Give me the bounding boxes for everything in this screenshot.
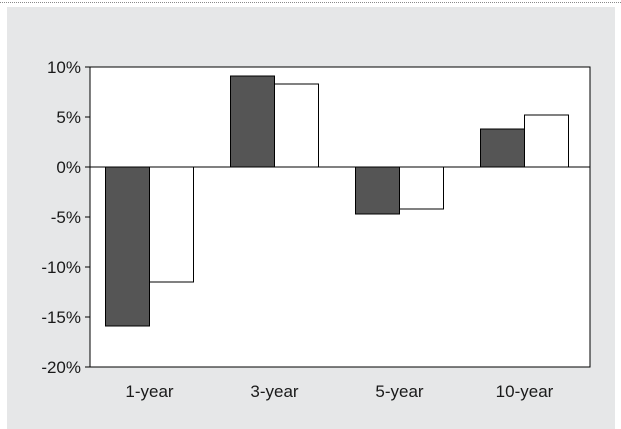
y-tick-label: -10% xyxy=(41,258,81,277)
top-dotted-rule xyxy=(0,2,621,3)
y-tick-label: -15% xyxy=(41,308,81,327)
y-axis: 10% 5% 0% -5% -10% -15% -20% xyxy=(41,58,90,377)
bar-1-year-series-1 xyxy=(105,166,150,327)
bar-5-year-series-1 xyxy=(355,166,400,215)
bar-3-year-series-2 xyxy=(274,83,319,168)
y-tick-label: -5% xyxy=(51,208,81,227)
x-category-label: 3-year xyxy=(250,382,299,401)
bars-group xyxy=(105,75,569,327)
x-category-label: 5-year xyxy=(375,382,424,401)
bar-3-year-series-1 xyxy=(230,75,275,168)
bar-1-year-series-2 xyxy=(149,166,194,283)
y-tick-label: 0% xyxy=(56,158,81,177)
x-axis: 1-year 3-year 5-year 10-year xyxy=(125,382,553,401)
x-category-label: 10-year xyxy=(496,382,554,401)
bar-10-year-series-1 xyxy=(480,128,525,168)
x-category-label: 1-year xyxy=(125,382,174,401)
bar-5-year-series-2 xyxy=(399,166,444,210)
y-tick-label: -20% xyxy=(41,358,81,377)
y-tick-label: 10% xyxy=(47,58,81,77)
bar-10-year-series-2 xyxy=(524,114,569,168)
y-tick-label: 5% xyxy=(56,108,81,127)
